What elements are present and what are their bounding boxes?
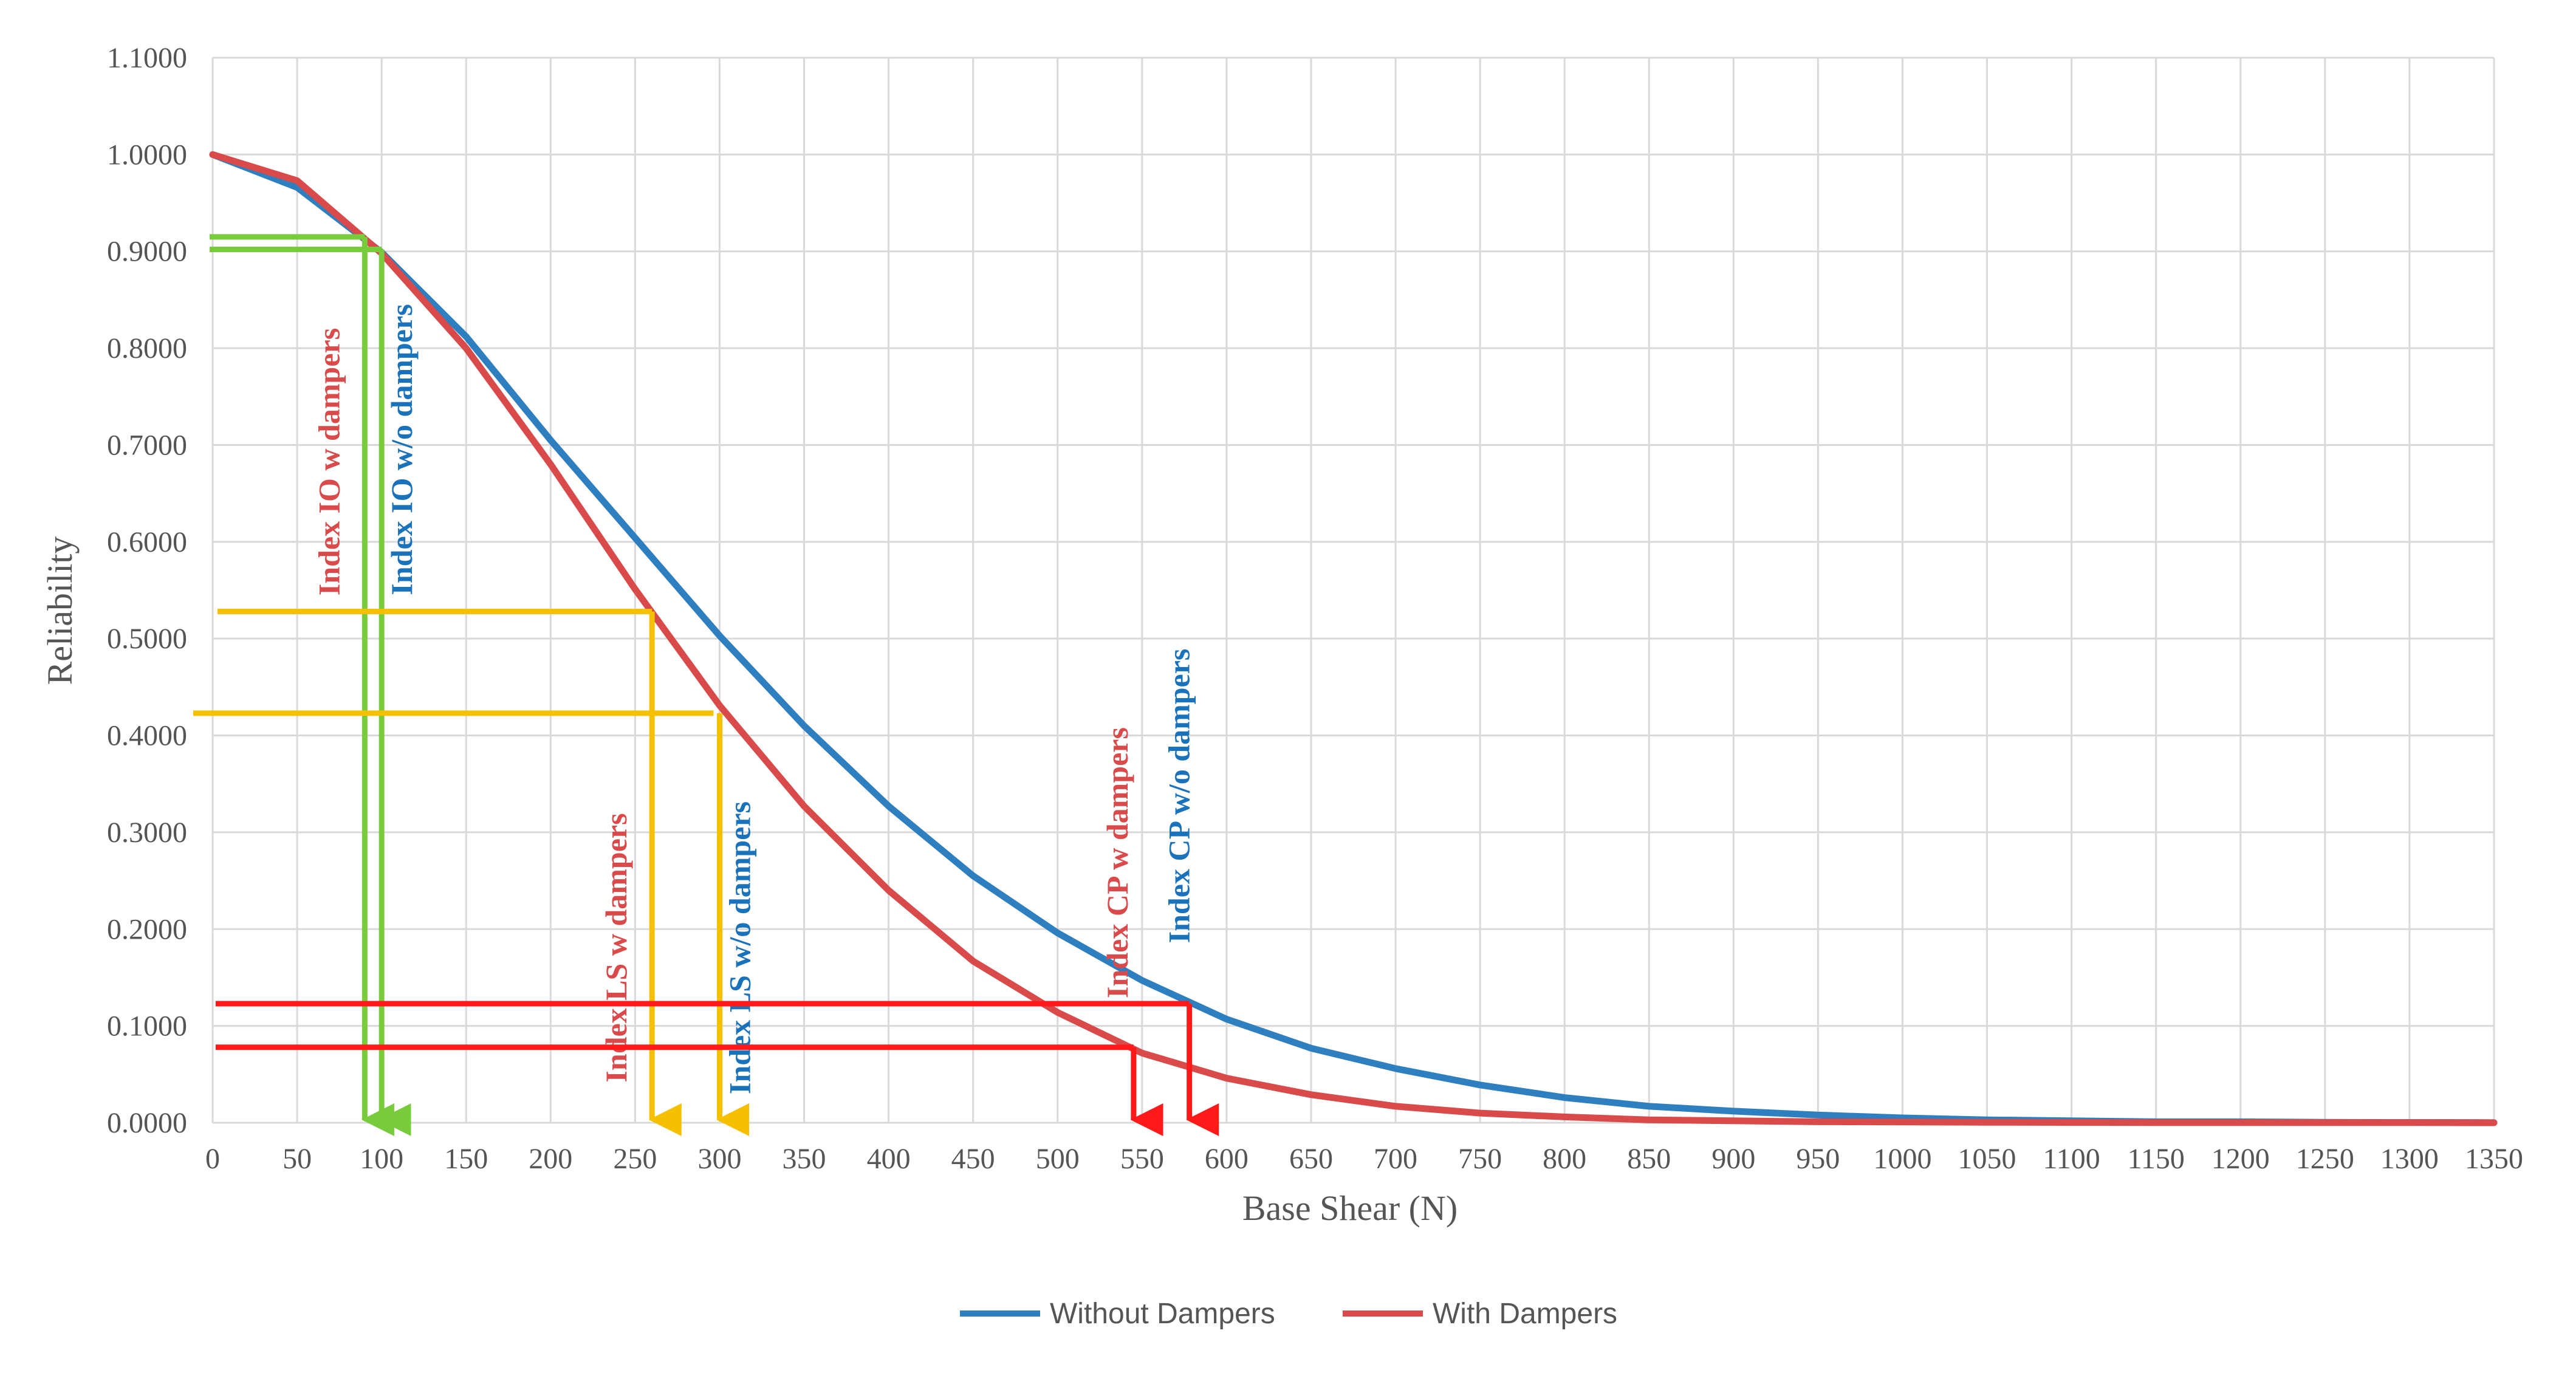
y-tick-label: 1.1000 bbox=[107, 42, 187, 74]
grid bbox=[211, 57, 2495, 1124]
x-tick-label: 150 bbox=[444, 1143, 488, 1175]
x-tick-label: 1250 bbox=[2296, 1143, 2354, 1175]
y-axis-ticks: 0.0000 0.1000 0.2000 0.3000 0.4000 0.5000 0.60… bbox=[107, 42, 187, 1139]
legend-label: With Dampers bbox=[1433, 1298, 1617, 1330]
series-line-with-dampers bbox=[209, 151, 2498, 1126]
x-tick-label: 900 bbox=[1711, 1143, 1755, 1175]
x-tick-label: 1350 bbox=[2465, 1143, 2523, 1175]
annotation-index-io-w-o-dampers: Index IO w/o dampers bbox=[385, 304, 419, 595]
x-tick-label: 400 bbox=[867, 1143, 911, 1175]
x-tick-label: 250 bbox=[613, 1143, 657, 1175]
x-tick-label: 300 bbox=[697, 1143, 741, 1175]
x-tick-label: 1100 bbox=[2043, 1143, 2100, 1175]
x-tick-label: 1150 bbox=[2128, 1143, 2185, 1175]
y-tick-label: 0.1000 bbox=[107, 1010, 187, 1043]
threshold-guides: Index IO w dampers Index IO w/o dampers In… bbox=[193, 234, 1219, 1136]
x-tick-label: 1300 bbox=[2380, 1143, 2439, 1175]
series-lines bbox=[209, 151, 2498, 1126]
x-tick-label: 450 bbox=[951, 1143, 995, 1175]
x-tick-label: 600 bbox=[1205, 1143, 1249, 1175]
y-axis-label: Reliability bbox=[40, 536, 80, 685]
x-tick-label: 1000 bbox=[1873, 1143, 1931, 1175]
x-tick-label: 950 bbox=[1796, 1143, 1840, 1175]
annotation-index-ls-w-dampers: Index LS w dampers bbox=[599, 813, 633, 1082]
annotation-index-io-w-dampers: Index IO w dampers bbox=[312, 328, 346, 595]
y-tick-label: 0.3000 bbox=[107, 817, 187, 849]
x-tick-label: 100 bbox=[360, 1143, 403, 1175]
annotation-index-ls-w-o-dampers: Index LS w/o dampers bbox=[722, 801, 756, 1094]
y-tick-label: 0.5000 bbox=[107, 623, 187, 655]
x-tick-label: 0 bbox=[205, 1143, 220, 1175]
x-axis-label: Base Shear (N) bbox=[1242, 1188, 1458, 1228]
x-tick-label: 1200 bbox=[2211, 1143, 2270, 1175]
x-tick-label: 650 bbox=[1289, 1143, 1333, 1175]
y-tick-label: 0.0000 bbox=[107, 1107, 187, 1139]
x-tick-label: 550 bbox=[1120, 1143, 1164, 1175]
y-tick-label: 0.4000 bbox=[107, 720, 187, 752]
y-tick-label: 0.2000 bbox=[107, 913, 187, 945]
x-tick-label: 50 bbox=[283, 1143, 312, 1175]
x-tick-label: 850 bbox=[1627, 1143, 1671, 1175]
x-tick-label: 750 bbox=[1458, 1143, 1502, 1175]
y-tick-label: 0.9000 bbox=[107, 236, 187, 268]
x-tick-label: 800 bbox=[1543, 1143, 1586, 1175]
annotation-index-cp-w-dampers: Index CP w dampers bbox=[1100, 727, 1134, 998]
y-tick-label: 0.7000 bbox=[107, 429, 187, 461]
x-tick-label: 350 bbox=[783, 1143, 826, 1175]
y-tick-label: 1.0000 bbox=[107, 139, 187, 171]
x-axis-ticks: 0 50 100 150 200 250 300 350 400 450 500 550 600 650 7… bbox=[205, 1143, 2523, 1175]
x-tick-label: 500 bbox=[1036, 1143, 1080, 1175]
y-tick-label: 0.6000 bbox=[107, 526, 187, 558]
annotation-index-cp-w-o-dampers: Index CP w/o dampers bbox=[1162, 649, 1196, 944]
y-tick-label: 0.8000 bbox=[107, 332, 187, 365]
x-tick-label: 700 bbox=[1374, 1143, 1417, 1175]
legend: Without Dampers With Dampers bbox=[960, 1298, 1617, 1330]
x-tick-label: 200 bbox=[529, 1143, 572, 1175]
x-tick-label: 1050 bbox=[1958, 1143, 2016, 1175]
legend-label: Without Dampers bbox=[1050, 1298, 1275, 1330]
